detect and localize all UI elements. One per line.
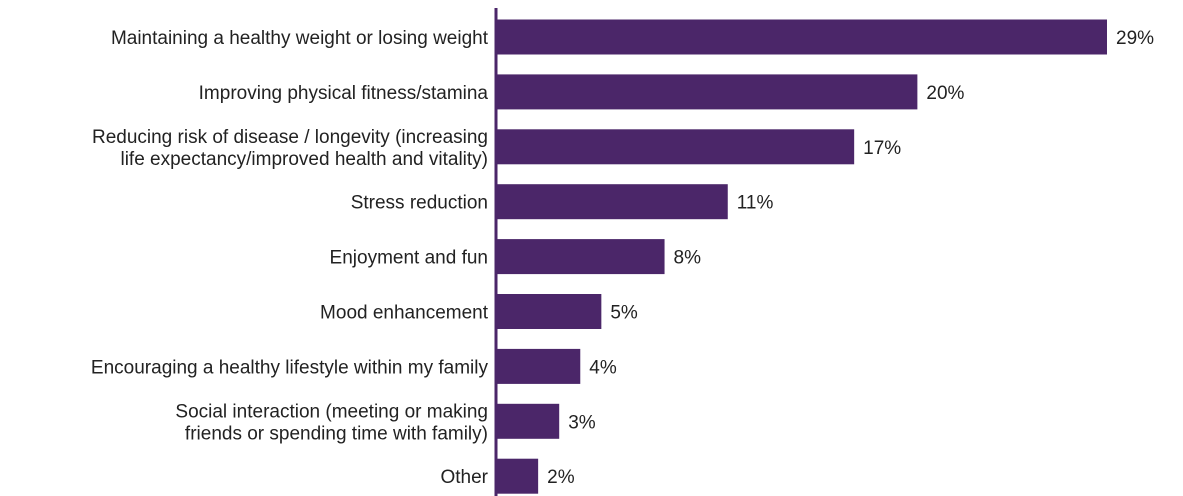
value-label-4: 8% [674, 248, 702, 269]
bar-2 [496, 129, 855, 165]
bars-group [496, 19, 1107, 494]
value-label-2: 17% [863, 138, 901, 159]
category-label-1: Improving physical fitness/stamina [199, 83, 489, 104]
value-label-8: 2% [547, 467, 575, 488]
category-label-8: Other [440, 467, 488, 488]
bar-3 [496, 184, 728, 220]
bar-6 [496, 348, 581, 384]
value-label-5: 5% [610, 303, 638, 324]
bar-4 [496, 239, 665, 275]
bar-5 [496, 294, 602, 329]
category-labels-group: Maintaining a healthy weight or losing w… [91, 28, 489, 488]
bar-1 [496, 74, 918, 110]
value-label-6: 4% [589, 357, 617, 378]
value-label-0: 29% [1116, 28, 1154, 49]
category-label-2-line-1: life expectancy/improved health and vita… [120, 149, 488, 170]
category-label-7-line-0: Social interaction (meeting or making [175, 401, 488, 422]
bar-0 [496, 19, 1107, 55]
value-label-1: 20% [926, 83, 964, 104]
category-label-0: Maintaining a healthy weight or losing w… [111, 28, 489, 49]
category-label-4: Enjoyment and fun [330, 248, 488, 269]
category-label-5: Mood enhancement [320, 303, 489, 324]
bar-8 [496, 458, 539, 494]
category-label-3: Stress reduction [351, 193, 488, 214]
value-labels-group: 29% 20% 17% 11% 8% 5% 4% 3% 2% [547, 28, 1154, 488]
value-label-3: 11% [737, 193, 774, 214]
category-label-2-line-0: Reducing risk of disease / longevity (in… [92, 127, 488, 148]
value-label-7: 3% [568, 412, 596, 433]
category-label-6: Encouraging a healthy lifestyle within m… [91, 357, 489, 378]
category-label-7-line-1: friends or spending time with family) [185, 423, 488, 444]
bar-7 [496, 403, 560, 439]
